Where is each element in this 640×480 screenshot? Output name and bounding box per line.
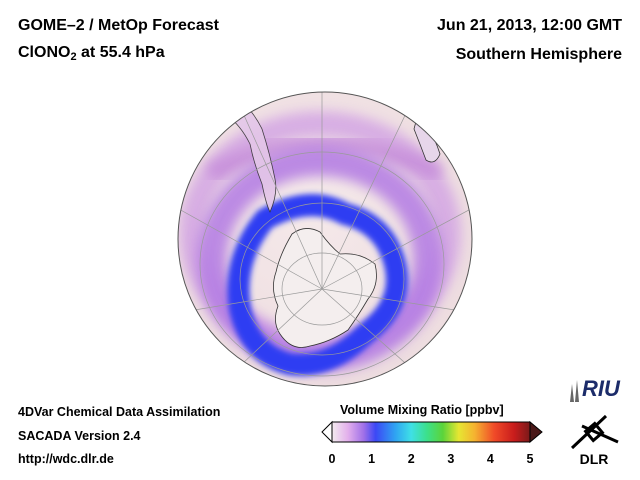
riu-logo: RIU — [570, 376, 621, 402]
colorbar-tick-label: 1 — [368, 452, 376, 466]
antarctica-land — [273, 228, 377, 348]
footer-line-version: SACADA Version 2.4 — [18, 429, 141, 443]
dlr-logo: DLR — [570, 414, 619, 467]
colorbar-tick-label: 4 — [486, 452, 494, 466]
colorbar-title: Volume Mixing Ratio [ppbv] — [340, 403, 504, 417]
southern-hemisphere-globe — [177, 91, 473, 387]
colorbar — [321, 420, 543, 444]
hemisphere-label: Southern Hemisphere — [455, 46, 622, 63]
colorbar-high-arrow — [529, 420, 543, 444]
dlr-logo-emblem — [570, 414, 619, 450]
dlr-logo-text: DLR — [580, 451, 609, 467]
species-label: ClONO2 at 55.4 hPa — [18, 44, 165, 63]
species-prefix: ClONO — [18, 44, 71, 61]
riu-logo-text: RIU — [582, 376, 621, 401]
colorbar-tick-label: 3 — [447, 452, 455, 466]
vortex-blue-band — [227, 194, 408, 376]
footer-line-assimilation: 4DVar Chemical Data Assimilation — [18, 405, 221, 419]
globe-rim — [177, 91, 473, 387]
colorbar-ramp — [331, 421, 531, 443]
map-title: GOME–2 / MetOp Forecast — [18, 17, 219, 34]
northern-violet-arc — [205, 135, 445, 183]
colorbar-tick-label: 0 — [328, 452, 336, 466]
colorbar-tick-label: 5 — [526, 452, 534, 466]
forecast-date: Jun 21, 2013, 12:00 GMT — [437, 17, 622, 34]
species-subscript: 2 — [70, 51, 77, 63]
colorbar-low-arrow — [321, 420, 333, 444]
footer-line-url[interactable]: http://wdc.dlr.de — [18, 452, 114, 466]
riu-logo-emblem — [570, 380, 579, 402]
colorbar-tick-label: 2 — [407, 452, 415, 466]
species-suffix: at 55.4 hPa — [76, 44, 165, 61]
